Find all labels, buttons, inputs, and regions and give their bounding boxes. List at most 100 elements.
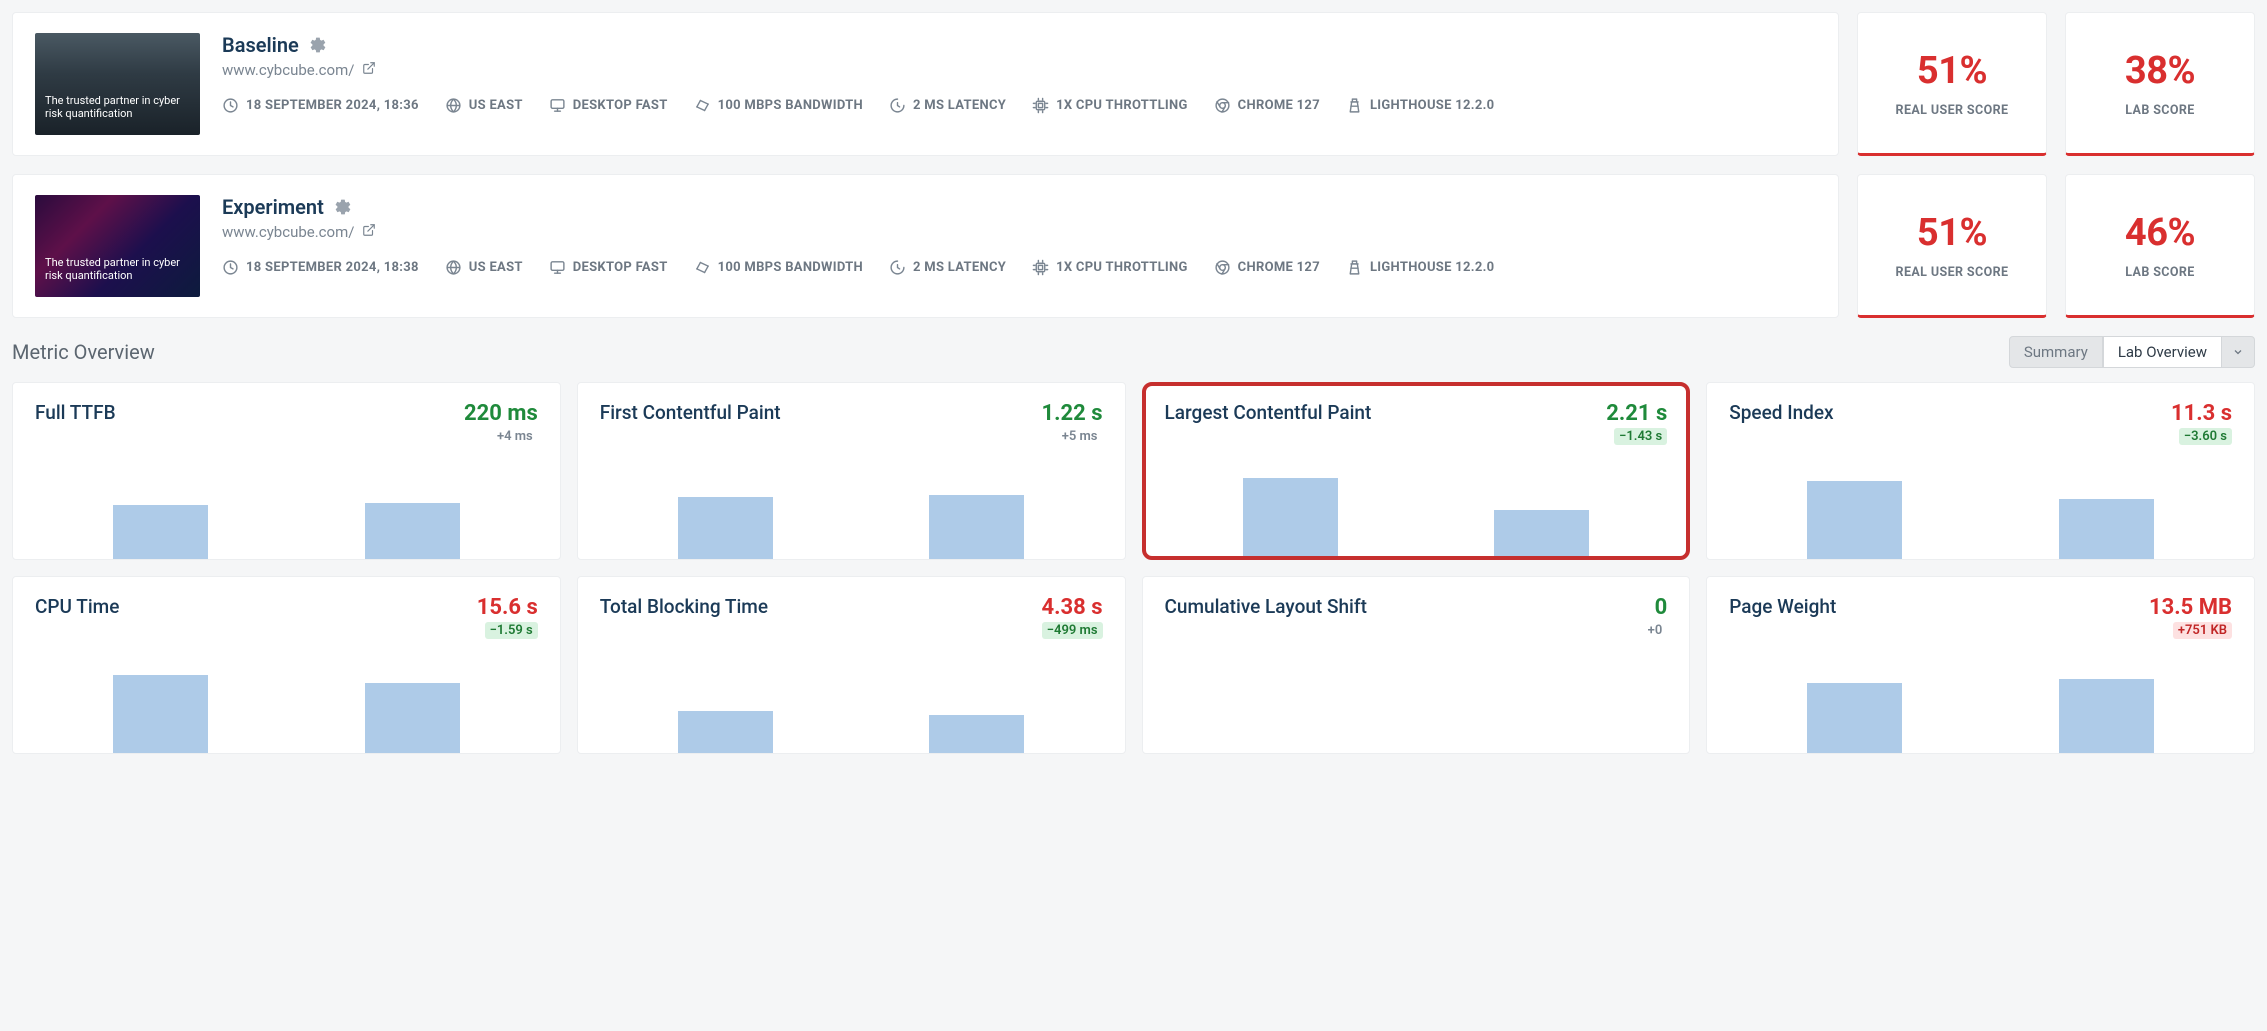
meta-lh: LIGHTHOUSE 12.2.0 — [1346, 259, 1494, 276]
metric-bar — [2059, 499, 2154, 559]
meta-text: DESKTOP FAST — [573, 260, 668, 275]
score-value: 51% — [1917, 49, 1987, 93]
clock-icon — [222, 259, 239, 276]
run-url[interactable]: www.cybcube.com/ — [222, 223, 354, 241]
meta-clock: 18 SEPTEMBER 2024, 18:36 — [222, 97, 419, 114]
score-value: 38% — [2125, 49, 2195, 93]
open-url-button[interactable] — [362, 223, 376, 241]
meta-monitor: DESKTOP FAST — [549, 97, 668, 114]
score-card[interactable]: 38% LAB SCORE — [2065, 12, 2255, 156]
meta-text: 2 MS LATENCY — [913, 260, 1006, 275]
metric-card[interactable]: Cumulative Layout Shift 0 +0 — [1142, 576, 1691, 754]
metric-value: 4.38 s — [1041, 595, 1102, 620]
metric-bars — [600, 663, 1103, 753]
browser-icon — [1214, 97, 1231, 114]
metric-bar — [1807, 481, 1902, 559]
metric-bar — [365, 503, 460, 559]
score-value: 51% — [1917, 211, 1987, 255]
metric-delta: −3.60 s — [2179, 428, 2232, 445]
run-thumbnail[interactable]: The trusted partner in cyber risk quanti… — [35, 33, 200, 135]
score-card[interactable]: 51% REAL USER SCORE — [1857, 174, 2047, 318]
score-card[interactable]: 46% LAB SCORE — [2065, 174, 2255, 318]
score-label: REAL USER SCORE — [1896, 265, 2009, 280]
cpu-icon — [1032, 259, 1049, 276]
section-title: Metric Overview — [12, 340, 155, 364]
run-info: Baseline www.cybcube.com/ 18 SEPTEMBER 2… — [222, 33, 1816, 135]
meta-text: 18 SEPTEMBER 2024, 18:36 — [246, 98, 419, 113]
run-meta: 18 SEPTEMBER 2024, 18:38 US EAST DESKTOP… — [222, 259, 1816, 276]
thumb-caption: The trusted partner in cyber risk quanti… — [45, 94, 185, 122]
metric-name: Full TTFB — [35, 401, 116, 424]
bandwidth-icon — [694, 259, 711, 276]
metric-bar — [678, 497, 773, 559]
tab-dropdown[interactable] — [2222, 336, 2255, 368]
metric-delta: −1.43 s — [1614, 428, 1667, 445]
metric-bars — [600, 469, 1103, 559]
globe-icon — [445, 97, 462, 114]
run-card: The trusted partner in cyber risk quanti… — [12, 12, 1839, 156]
metric-bar — [113, 675, 208, 753]
metric-bar — [113, 505, 208, 559]
metric-name: Page Weight — [1729, 595, 1836, 618]
metric-bars — [1729, 663, 2232, 753]
metric-bars — [35, 469, 538, 559]
metric-card[interactable]: Full TTFB 220 ms +4 ms — [12, 382, 561, 560]
metric-bar — [2059, 679, 2154, 753]
score-label: REAL USER SCORE — [1896, 103, 2009, 118]
view-tabs: Summary Lab Overview — [2009, 336, 2255, 368]
metric-value: 2.21 s — [1606, 401, 1667, 426]
metric-delta: +5 ms — [1057, 428, 1103, 445]
meta-clock: 18 SEPTEMBER 2024, 18:38 — [222, 259, 419, 276]
monitor-icon — [549, 97, 566, 114]
metric-card[interactable]: First Contentful Paint 1.22 s +5 ms — [577, 382, 1126, 560]
metric-name: First Contentful Paint — [600, 401, 781, 424]
metric-card[interactable]: Speed Index 11.3 s −3.60 s — [1706, 382, 2255, 560]
metric-bars — [1165, 466, 1668, 556]
meta-gauge: 2 MS LATENCY — [889, 97, 1006, 114]
meta-text: 100 MBPS BANDWIDTH — [718, 98, 863, 113]
metric-card[interactable]: Page Weight 13.5 MB +751 KB — [1706, 576, 2255, 754]
metric-card[interactable]: CPU Time 15.6 s −1.59 s — [12, 576, 561, 754]
meta-text: 100 MBPS BANDWIDTH — [718, 260, 863, 275]
metric-value: 11.3 s — [2171, 401, 2232, 426]
metric-value: 13.5 MB — [2149, 595, 2232, 620]
meta-cpu: 1X CPU THROTTLING — [1032, 259, 1188, 276]
thumb-caption: The trusted partner in cyber risk quanti… — [45, 256, 185, 284]
monitor-icon — [549, 259, 566, 276]
gear-icon — [334, 198, 352, 216]
globe-icon — [445, 259, 462, 276]
run-url[interactable]: www.cybcube.com/ — [222, 61, 354, 79]
run-meta: 18 SEPTEMBER 2024, 18:36 US EAST DESKTOP… — [222, 97, 1816, 114]
run-settings-button[interactable] — [334, 198, 352, 216]
metric-bars — [1729, 469, 2232, 559]
score-card[interactable]: 51% REAL USER SCORE — [1857, 12, 2047, 156]
run-row-experiment: The trusted partner in cyber risk quanti… — [12, 174, 2255, 318]
meta-text: US EAST — [469, 98, 523, 113]
external-link-icon — [362, 61, 376, 75]
metric-name: Speed Index — [1729, 401, 1833, 424]
tab-summary[interactable]: Summary — [2009, 336, 2103, 368]
metric-delta: +4 ms — [492, 428, 538, 445]
meta-speed: 100 MBPS BANDWIDTH — [694, 97, 863, 114]
metric-bars — [1165, 663, 1668, 753]
meta-globe: US EAST — [445, 97, 523, 114]
meta-gauge: 2 MS LATENCY — [889, 259, 1006, 276]
meta-speed: 100 MBPS BANDWIDTH — [694, 259, 863, 276]
metric-delta: −1.59 s — [485, 622, 538, 639]
open-url-button[interactable] — [362, 61, 376, 79]
metric-bar — [1807, 683, 1902, 753]
meta-text: 2 MS LATENCY — [913, 98, 1006, 113]
meta-chrome: CHROME 127 — [1214, 97, 1320, 114]
meta-cpu: 1X CPU THROTTLING — [1032, 97, 1188, 114]
run-thumbnail[interactable]: The trusted partner in cyber risk quanti… — [35, 195, 200, 297]
metric-name: Cumulative Layout Shift — [1165, 595, 1367, 618]
run-settings-button[interactable] — [309, 36, 327, 54]
meta-text: CHROME 127 — [1238, 98, 1320, 113]
meta-text: 18 SEPTEMBER 2024, 18:38 — [246, 260, 419, 275]
metric-card[interactable]: Largest Contentful Paint 2.21 s −1.43 s — [1142, 382, 1691, 560]
tab-lab-overview[interactable]: Lab Overview — [2103, 336, 2222, 368]
metric-name: Total Blocking Time — [600, 595, 768, 618]
meta-text: DESKTOP FAST — [573, 98, 668, 113]
metric-card[interactable]: Total Blocking Time 4.38 s −499 ms — [577, 576, 1126, 754]
run-row-baseline: The trusted partner in cyber risk quanti… — [12, 12, 2255, 156]
